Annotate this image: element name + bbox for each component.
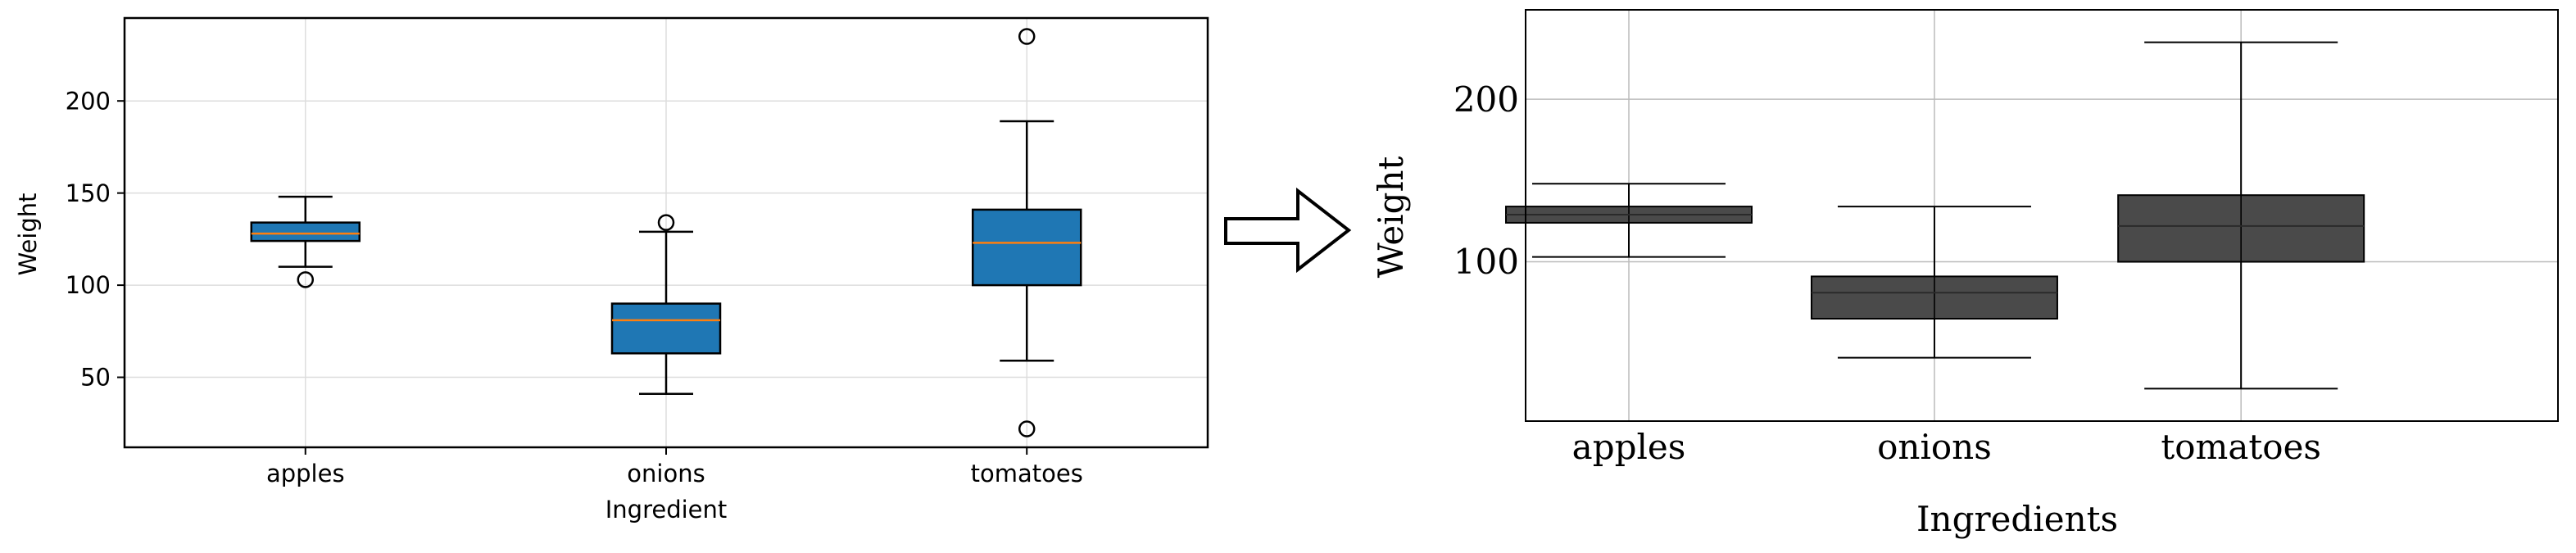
left-x-tick-label: onions: [627, 460, 705, 487]
left-x-axis-label: Ingredient: [605, 496, 728, 524]
right-arrow-icon: [1224, 187, 1352, 274]
outlier-point: [1018, 28, 1036, 45]
right-x-tick-label: tomatoes: [2161, 427, 2321, 467]
left-y-ticks: 50 100 150 200: [66, 87, 125, 392]
box-iqr: [250, 221, 361, 243]
right-x-tick-label: onions: [1877, 427, 1992, 467]
right-x-ticks: apples onions tomatoes: [1572, 427, 2321, 467]
left-y-tick-label: 200: [66, 87, 111, 115]
right-plot-frame: [1525, 9, 2559, 422]
left-y-tick-label: 50: [80, 364, 111, 392]
left-y-axis-label: Weight: [14, 193, 42, 275]
right-y-ticks: 100 200: [1454, 79, 1519, 282]
left-x-ticks: apples onions tomatoes: [266, 447, 1083, 487]
right-box-apples: [1505, 183, 1753, 258]
left-box-tomatoes: [971, 28, 1082, 437]
outlier-point: [657, 214, 675, 231]
left-x-tick-label: tomatoes: [971, 460, 1083, 487]
left-y-tick-label: 100: [66, 271, 111, 299]
left-box-plot: 50 100 150 200 apples onions tomatoes Ingredi…: [14, 16, 1209, 524]
right-boxes: [1505, 41, 2365, 390]
right-x-tick-label: apples: [1572, 427, 1686, 467]
left-boxes: [250, 28, 1082, 437]
outlier-point: [1018, 420, 1036, 437]
right-x-axis-label: Ingredients: [1916, 499, 2118, 539]
left-y-tick-label: 150: [66, 179, 111, 207]
box-iqr: [610, 302, 722, 355]
right-y-axis-label: Weight: [1371, 156, 1411, 278]
left-box-onions: [610, 214, 722, 396]
outlier-point: [297, 271, 315, 288]
right-box-onions: [1810, 206, 2058, 359]
left-box-apples: [250, 195, 361, 288]
right-y-tick-label: 100: [1454, 242, 1519, 282]
right-box-tomatoes: [2117, 41, 2365, 390]
right-y-tick-label: 200: [1454, 79, 1519, 120]
box-iqr: [971, 208, 1082, 287]
left-x-tick-label: apples: [266, 460, 345, 487]
